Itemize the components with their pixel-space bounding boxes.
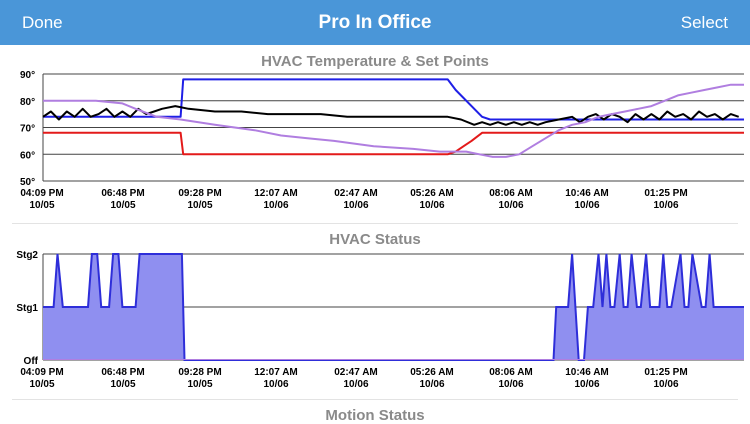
x-tick-label: 04:09 PM bbox=[20, 367, 63, 378]
x-tick-date: 10/06 bbox=[343, 379, 368, 390]
x-tick-date: 10/05 bbox=[110, 200, 135, 211]
x-tick-label: 06:48 PM bbox=[101, 188, 144, 199]
x-tick-label: 02:47 AM bbox=[334, 367, 378, 378]
x-tick-label: 12:07 AM bbox=[254, 367, 298, 378]
x-tick-date: 10/06 bbox=[498, 200, 523, 211]
x-tick-date: 10/06 bbox=[263, 379, 288, 390]
x-tick-date: 10/06 bbox=[498, 379, 523, 390]
indoor-temperature-series bbox=[42, 105, 740, 126]
x-tick-date: 10/06 bbox=[263, 200, 288, 211]
stage-series-line bbox=[43, 253, 744, 361]
y-tick-label: Stg2 bbox=[16, 250, 38, 261]
x-tick-label: 01:25 PM bbox=[644, 367, 687, 378]
y-tick-label: Off bbox=[24, 356, 39, 367]
x-tick-date: 10/06 bbox=[574, 200, 599, 211]
section-divider bbox=[12, 223, 738, 224]
x-tick-label: 10:46 AM bbox=[565, 367, 609, 378]
x-tick-label: 09:28 PM bbox=[178, 367, 221, 378]
y-tick-label: 60° bbox=[20, 150, 35, 161]
stage-series-area bbox=[43, 254, 744, 360]
x-tick-label: 05:26 AM bbox=[410, 367, 454, 378]
x-tick-date: 10/06 bbox=[574, 379, 599, 390]
x-tick-date: 10/06 bbox=[419, 200, 444, 211]
x-tick-date: 10/06 bbox=[653, 200, 678, 211]
x-tick-label: 04:09 PM bbox=[20, 188, 63, 199]
select-button[interactable]: Select bbox=[680, 13, 728, 32]
x-tick-date: 10/05 bbox=[187, 200, 212, 211]
temperature-chart-title: HVAC Temperature & Set Points bbox=[261, 53, 489, 70]
x-tick-date: 10/06 bbox=[653, 379, 678, 390]
y-tick-label: 80° bbox=[20, 97, 35, 108]
x-tick-date: 10/05 bbox=[110, 379, 135, 390]
x-tick-date: 10/05 bbox=[187, 379, 212, 390]
section-divider bbox=[12, 399, 738, 400]
outdoor-temperature-series bbox=[43, 83, 744, 158]
x-tick-date: 10/06 bbox=[343, 200, 368, 211]
x-tick-label: 02:47 AM bbox=[334, 188, 378, 199]
x-tick-label: 01:25 PM bbox=[644, 188, 687, 199]
x-tick-date: 10/05 bbox=[29, 200, 54, 211]
page-title: Pro In Office bbox=[318, 12, 432, 33]
x-tick-label: 10:46 AM bbox=[565, 188, 609, 199]
x-tick-label: 06:48 PM bbox=[101, 367, 144, 378]
x-tick-label: 12:07 AM bbox=[254, 188, 298, 199]
x-tick-label: 05:26 AM bbox=[410, 188, 454, 199]
cool-set-point-series bbox=[43, 78, 744, 121]
nav-bar: Done Pro In Office Select bbox=[0, 0, 750, 45]
y-tick-label: 70° bbox=[20, 124, 35, 135]
x-tick-label: 08:06 AM bbox=[489, 367, 533, 378]
x-tick-label: 09:28 PM bbox=[178, 188, 221, 199]
y-tick-label: Stg1 bbox=[16, 303, 38, 314]
motion-status-title: Motion Status bbox=[325, 407, 425, 424]
x-tick-label: 08:06 AM bbox=[489, 188, 533, 199]
y-tick-label: 50° bbox=[20, 177, 35, 188]
x-tick-date: 10/06 bbox=[419, 379, 444, 390]
hvac-status-chart-title: HVAC Status bbox=[329, 231, 421, 248]
done-button[interactable]: Done bbox=[22, 13, 63, 32]
x-tick-date: 10/05 bbox=[29, 379, 54, 390]
y-tick-label: 90° bbox=[20, 70, 35, 81]
